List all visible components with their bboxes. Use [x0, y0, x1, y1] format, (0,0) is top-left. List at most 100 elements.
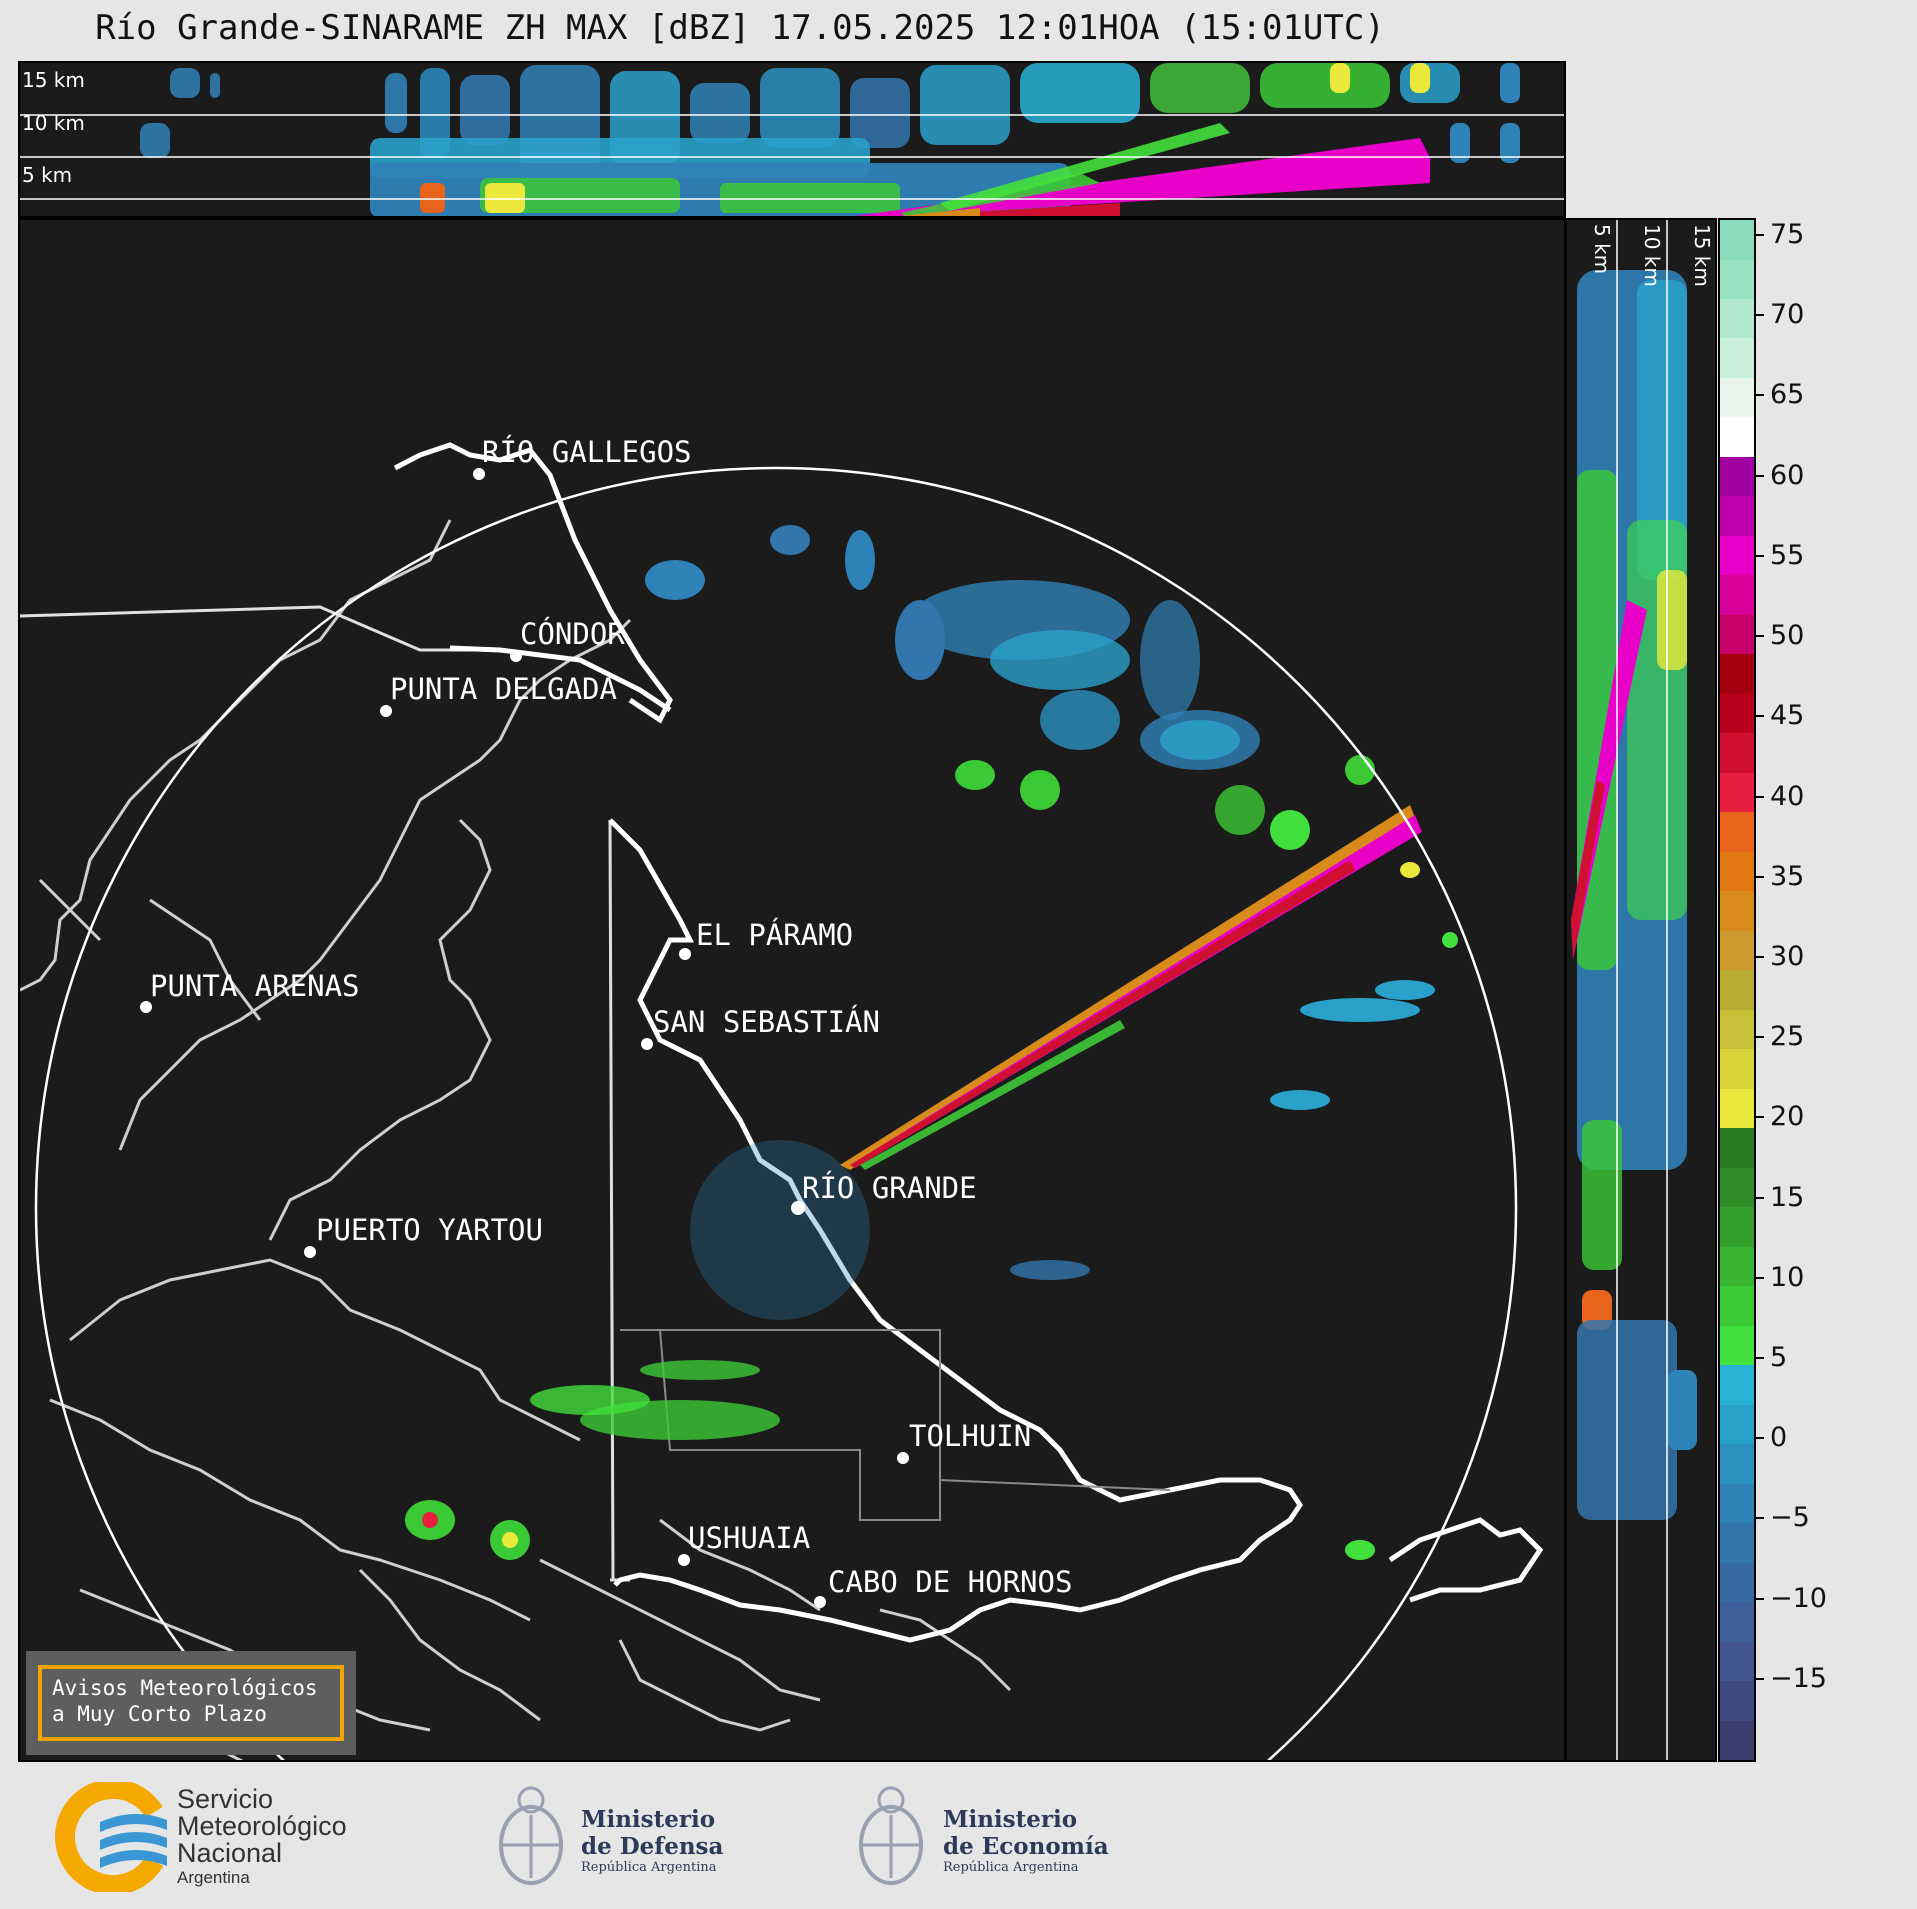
- city-dot-el-paramo: [679, 948, 691, 960]
- colorbar-tick-label: 75: [1770, 219, 1805, 251]
- colorbar-segment: [1720, 613, 1754, 655]
- city-label-rio-gallegos: RÍO GALLEGOS: [482, 435, 692, 469]
- defensa-line2: de Defensa: [581, 1833, 724, 1860]
- side-alt-label-10: 10 km: [1640, 224, 1664, 287]
- colorbar-segment: [1720, 811, 1754, 852]
- colorbar-tick-label: 25: [1770, 1021, 1805, 1053]
- colorbar-segment: [1720, 297, 1754, 339]
- colorbar-tick-label: 45: [1770, 700, 1805, 732]
- colorbar-segment: [1720, 1245, 1754, 1287]
- colorbar-segment: [1720, 1285, 1754, 1326]
- colorbar-tick-label: 20: [1770, 1101, 1805, 1133]
- colorbar-segment: [1720, 1640, 1754, 1682]
- colorbar-tick-label: 50: [1770, 620, 1805, 652]
- colorbar-tick-label: 60: [1770, 459, 1805, 491]
- colorbar-segment: [1720, 534, 1754, 576]
- colorbar-segment: [1720, 1680, 1754, 1721]
- defensa-seal-icon: [499, 1786, 563, 1885]
- side-cross-section-svg: 5 km 10 km 15 km: [1571, 220, 1714, 1760]
- side-alt-label-15: 15 km: [1690, 224, 1714, 287]
- city-label-cabo-de-hornos: CABO DE HORNOS: [828, 1565, 1072, 1599]
- colorbar-segment: [1720, 258, 1754, 299]
- city-dot-rio-gallegos: [473, 468, 485, 480]
- avisos-line1: Avisos Meteorológicos: [52, 1676, 318, 1700]
- avisos-box[interactable]: Avisos Meteorológicos a Muy Corto Plazo: [26, 1651, 356, 1755]
- chart-title: Río Grande-SINARAME ZH MAX [dBZ] 17.05.2…: [95, 8, 1385, 48]
- city-dot-ushuaia: [678, 1554, 690, 1566]
- colorbar-segment: [1720, 1166, 1754, 1208]
- colorbar-segment: [1720, 692, 1754, 734]
- colorbar-segment: [1720, 732, 1754, 773]
- colorbar-segment: [1720, 1127, 1754, 1168]
- city-label-tolhuin: TOLHUIN: [909, 1419, 1031, 1453]
- colorbar-segment: [1720, 969, 1754, 1010]
- colorbar-segment: [1720, 1561, 1754, 1603]
- city-label-punta-delgada: PUNTA DELGADA: [390, 672, 617, 706]
- colorbar-segment: [1720, 1403, 1754, 1445]
- colorbar-segment: [1720, 1482, 1754, 1524]
- colorbar-segment: [1720, 1008, 1754, 1050]
- smn-line1: Servicio: [177, 1784, 274, 1814]
- colorbar-tick-label: 0: [1770, 1422, 1788, 1454]
- economia-line3: República Argentina: [943, 1860, 1079, 1875]
- smn-logo-icon: [55, 1782, 171, 1892]
- colorbar-segment: [1720, 1324, 1754, 1366]
- city-dot-punta-arenas: [140, 1001, 152, 1013]
- avisos-inner: Avisos Meteorológicos a Muy Corto Plazo: [38, 1665, 344, 1741]
- smn-line4: Argentina: [177, 1868, 250, 1887]
- radar-map-svg: RÍO GALLEGOS CÓNDOR PUNTA DELGADA EL PÁR…: [20, 435, 1544, 1760]
- colorbar-tick-label: 15: [1770, 1181, 1805, 1213]
- city-dot-condor: [510, 650, 522, 662]
- city-label-ushuaia: USHUAIA: [688, 1521, 810, 1555]
- colorbar-segment: [1720, 495, 1754, 536]
- colorbar-tick-label: 10: [1770, 1261, 1805, 1293]
- smn-logo: Servicio Meteorológico Nacional Argentin…: [55, 1770, 395, 1900]
- colorbar-segment: [1720, 1719, 1754, 1760]
- defensa-line1: Ministerio: [581, 1806, 716, 1833]
- city-label-condor: CÓNDOR: [520, 617, 625, 651]
- colorbar-segment: [1720, 1443, 1754, 1484]
- city-dot-puerto-yartou: [304, 1246, 316, 1258]
- colorbar-segment: [1720, 653, 1754, 694]
- colorbar-segment: [1720, 337, 1754, 378]
- coastlines: [20, 519, 1012, 1760]
- city-dot-punta-delgada: [380, 705, 392, 717]
- colorbar-segment: [1720, 455, 1754, 497]
- city-label-puerto-yartou: PUERTO YARTOU: [316, 1213, 543, 1247]
- city-dot-rio-grande: [791, 1201, 805, 1215]
- smn-line2: Meteorológico: [177, 1811, 347, 1841]
- defensa-logo: Ministerio de Defensa República Argentin…: [495, 1770, 755, 1900]
- colorbar-tick-label: −10: [1770, 1582, 1827, 1614]
- side-echoes: [1577, 270, 1697, 1520]
- avisos-line2: a Muy Corto Plazo: [52, 1702, 267, 1726]
- economia-line2: de Economía: [943, 1833, 1109, 1860]
- city-label-rio-grande: RÍO GRANDE: [802, 1171, 977, 1205]
- city-label-san-sebastian: SAN SEBASTIÁN: [653, 1005, 880, 1039]
- smn-line3: Nacional: [177, 1838, 283, 1868]
- city-dot-tolhuin: [897, 1452, 909, 1464]
- colorbar-segment: [1720, 376, 1754, 418]
- colorbar-segment: [1720, 1522, 1754, 1563]
- radar-echoes: [405, 525, 1458, 1560]
- colorbar-segment: [1720, 1601, 1754, 1642]
- colorbar-tick-label: 30: [1770, 940, 1805, 972]
- colorbar-segment: [1720, 1048, 1754, 1089]
- colorbar-segment: [1720, 890, 1754, 931]
- colorbar-segment: [1720, 771, 1754, 813]
- colorbar: [1718, 218, 1756, 1762]
- borders: [20, 605, 630, 1582]
- colorbar-segment: [1720, 1364, 1754, 1405]
- side-beam: [1571, 600, 1647, 960]
- top-alt-label-5: 5 km: [22, 163, 72, 187]
- colorbar-tick-label: 5: [1770, 1341, 1788, 1373]
- side-alt-label-5: 5 km: [1590, 224, 1614, 274]
- colorbar-tick-label: 55: [1770, 539, 1805, 571]
- colorbar-tick-label: 40: [1770, 780, 1805, 812]
- city-dot-san-sebastian: [641, 1038, 653, 1050]
- defensa-line3: República Argentina: [581, 1860, 717, 1875]
- colorbar-tick-label: 70: [1770, 299, 1805, 331]
- colorbar-segment: [1720, 1087, 1754, 1129]
- top-alt-label-10: 10 km: [22, 111, 85, 135]
- radar-map-panel: RÍO GALLEGOS CÓNDOR PUNTA DELGADA EL PÁR…: [18, 218, 1566, 1762]
- colorbar-tick-label: 35: [1770, 860, 1805, 892]
